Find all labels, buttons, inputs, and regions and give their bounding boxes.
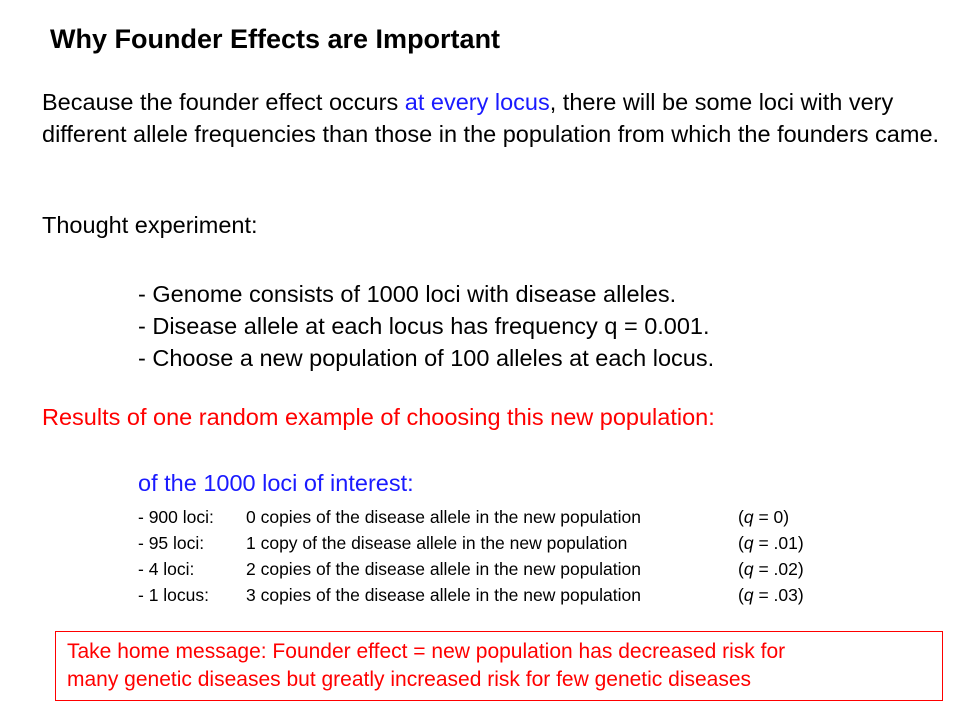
assumption-item: - Choose a new population of 100 alleles… xyxy=(138,345,715,371)
locus-count: - 900 loci: xyxy=(138,507,214,527)
locus-count: - 4 loci: xyxy=(138,559,195,579)
copy-description: 1 copy of the disease allele in the new … xyxy=(246,533,628,553)
assumption-item: - Genome consists of 1000 loci with dise… xyxy=(138,281,677,307)
intro-paragraph: Because the founder effect occurs at eve… xyxy=(42,86,942,150)
frequency-note: (q = .02) xyxy=(738,559,804,579)
assumption-list: - Genome consists of 1000 loci with dise… xyxy=(138,278,714,374)
take-home-box: Take home message: Founder effect = new … xyxy=(55,631,943,701)
copy-description: 0 copies of the disease allele in the ne… xyxy=(246,507,641,527)
slide-title: Why Founder Effects are Important xyxy=(50,24,501,54)
assumption-item: - Disease allele at each locus has frequ… xyxy=(138,313,710,339)
locus-count: - 1 locus: xyxy=(138,585,209,605)
frequency-note: (q = .03) xyxy=(738,585,804,605)
locus-count: - 95 loci: xyxy=(138,533,205,553)
copy-description: 2 copies of the disease allele in the ne… xyxy=(246,559,641,579)
copy-description: 3 copies of the disease allele in the ne… xyxy=(246,585,641,605)
intro-text-1: Because the founder effect occurs xyxy=(42,89,405,115)
take-home-line: many genetic diseases but greatly increa… xyxy=(67,668,752,691)
take-home-line: Take home message: Founder effect = new … xyxy=(67,640,786,663)
intro-text-2: , there will be some loci with very diff… xyxy=(42,89,940,147)
thought-experiment-label: Thought experiment: xyxy=(42,212,258,238)
intro-highlight: at every locus xyxy=(404,89,550,115)
results-label: Results of one random example of choosin… xyxy=(42,404,715,430)
take-home-message: Take home message: Founder effect = new … xyxy=(67,638,785,694)
frequency-note: (q = .01) xyxy=(738,533,804,553)
frequency-note: (q = 0) xyxy=(738,507,790,527)
loci-heading: of the 1000 loci of interest: xyxy=(138,470,414,496)
